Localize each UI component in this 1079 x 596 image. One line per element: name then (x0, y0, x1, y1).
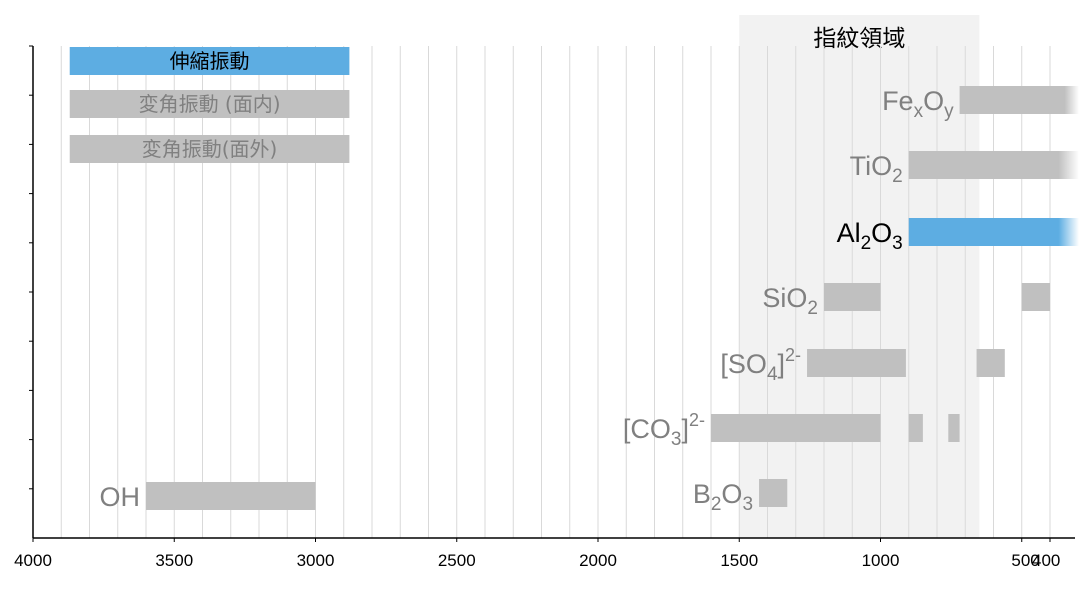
legend-label: 変角振動 (面内) (139, 92, 281, 116)
legend-label: 変角振動(面外) (142, 137, 278, 161)
band-bar (711, 414, 881, 442)
band-bar (908, 414, 923, 442)
band-bar (976, 349, 1005, 377)
band-bar (908, 151, 1079, 179)
legend-swatch (69, 90, 350, 118)
compound-label: Al2O3 (837, 218, 903, 254)
x-tick-label: 3000 (297, 551, 335, 570)
compound-label: SiO2 (762, 283, 818, 319)
legend-swatch (69, 47, 350, 75)
compound-label: TiO2 (850, 151, 903, 187)
x-tick-label: 2000 (579, 551, 617, 570)
band-bar (824, 283, 881, 311)
x-tick-label: 500 (1011, 551, 1039, 570)
x-tick-label: 400 (1032, 551, 1060, 570)
legend-swatch (69, 135, 350, 163)
band-bar (1021, 283, 1050, 311)
legend-label: 伸縮振動 (170, 49, 250, 73)
compound-label: FexOy (882, 86, 954, 122)
x-tick-label: 1500 (720, 551, 758, 570)
band-bar (959, 86, 1079, 114)
compound-label: OH (100, 482, 141, 512)
band-bar (908, 218, 1079, 246)
fingerprint-region-label: 指紋領域 (813, 26, 905, 52)
band-bar (807, 349, 906, 377)
compound-label: [SO4]2- (720, 345, 801, 385)
x-tick-label: 3500 (155, 551, 193, 570)
fingerprint-region (739, 15, 980, 538)
band-bar (948, 414, 960, 442)
x-tick-label: 4000 (14, 551, 52, 570)
compound-label: B2O3 (693, 479, 753, 515)
band-bar (146, 482, 316, 510)
x-tick-label: 1000 (862, 551, 900, 570)
x-tick-label: 2500 (438, 551, 476, 570)
compound-label: [CO3]2- (623, 410, 705, 450)
band-bar (759, 479, 788, 507)
